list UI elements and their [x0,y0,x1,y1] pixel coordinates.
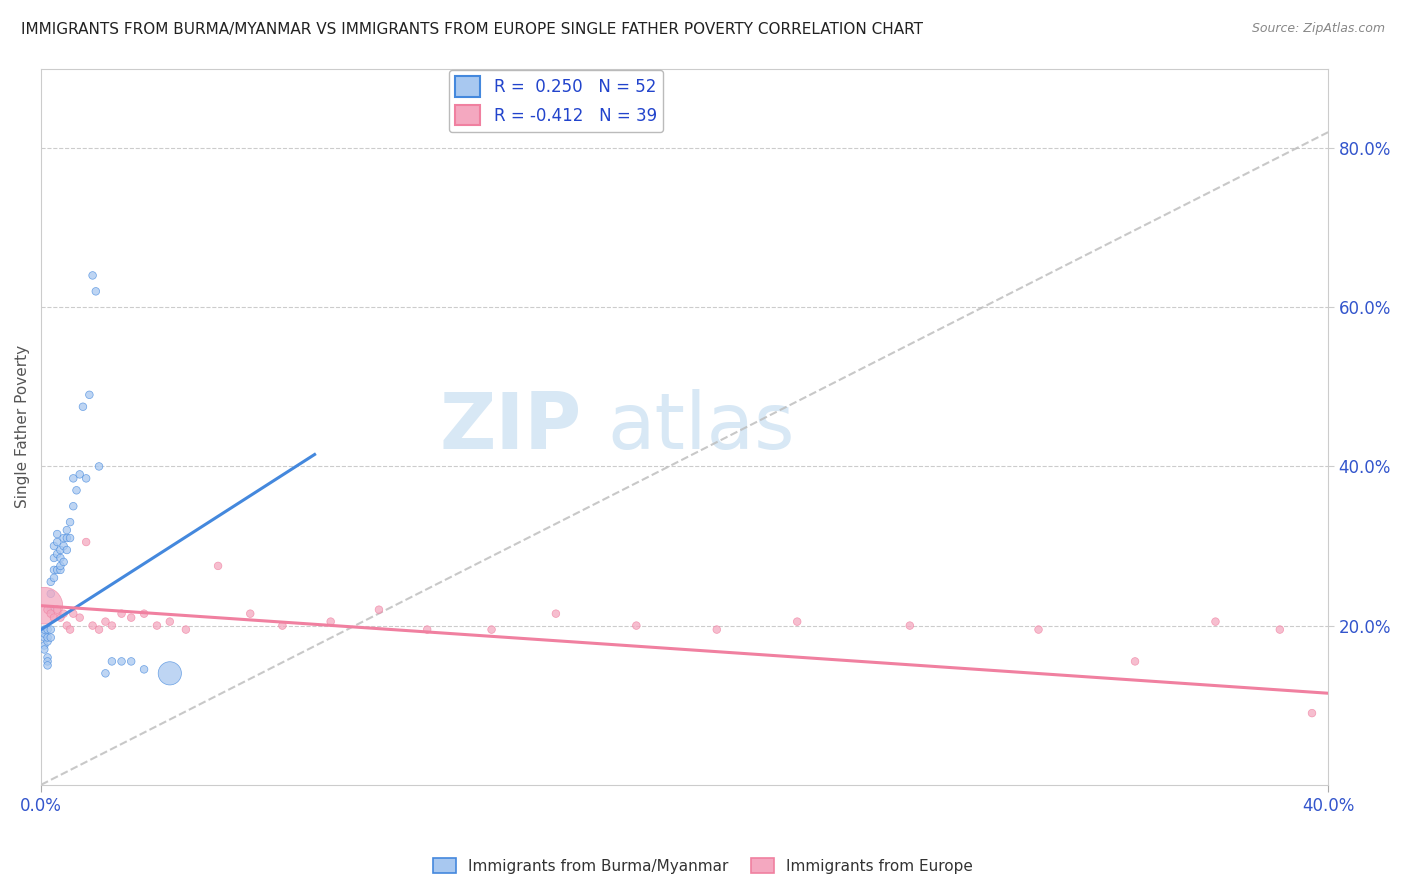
Text: ZIP: ZIP [440,389,582,465]
Point [34,631,56,645]
Point [37,650,59,665]
Point [368,602,391,616]
Point [59,515,82,529]
Point [1301,706,1323,720]
Point [49,558,72,573]
Point [69,610,91,624]
Point [87,623,110,637]
Point [110,607,132,621]
Point [42,563,65,577]
Point [39,623,62,637]
Point [62,500,84,514]
Point [49,610,72,624]
Point [898,618,921,632]
Point [42,551,65,566]
Point [75,535,97,549]
Point [34,626,56,640]
Point [271,618,294,632]
Point [94,615,117,629]
Point [120,610,142,624]
Point [146,618,169,632]
Point [239,607,262,621]
Point [706,623,728,637]
Point [56,531,79,545]
Point [84,285,107,299]
Point [1204,615,1226,629]
Legend: Immigrants from Burma/Myanmar, Immigrants from Europe: Immigrants from Burma/Myanmar, Immigrant… [426,852,980,880]
Point [416,623,439,637]
Point [39,631,62,645]
Text: Source: ZipAtlas.com: Source: ZipAtlas.com [1251,22,1385,36]
Point [62,607,84,621]
Point [101,654,124,668]
Point [52,555,75,569]
Point [39,607,62,621]
Point [39,574,62,589]
Point [46,535,69,549]
Text: atlas: atlas [607,389,794,465]
Point [34,642,56,657]
Point [46,602,69,616]
Point [34,623,56,637]
Point [786,615,808,629]
Point [101,618,124,632]
Point [319,615,342,629]
Point [42,571,65,585]
Point [56,523,79,537]
Point [62,471,84,485]
Point [37,654,59,668]
Point [49,543,72,558]
Point [42,610,65,624]
Point [37,634,59,648]
Point [49,563,72,577]
Point [1028,623,1050,637]
Point [207,558,229,573]
Point [481,623,503,637]
Point [94,666,117,681]
Point [59,531,82,545]
Point [544,607,567,621]
Point [1123,654,1146,668]
Point [46,527,69,541]
Point [65,483,87,498]
Point [52,607,75,621]
Point [42,539,65,553]
Y-axis label: Single Father Poverty: Single Father Poverty [15,345,30,508]
Point [82,268,104,283]
Point [37,631,59,645]
Point [34,599,56,613]
Point [132,662,155,676]
Point [52,539,75,553]
Point [87,459,110,474]
Point [79,388,101,402]
Point [82,618,104,632]
Point [59,623,82,637]
Point [626,618,648,632]
Point [110,654,132,668]
Point [69,467,91,482]
Point [34,639,56,653]
Point [1268,623,1291,637]
Point [174,623,197,637]
Point [56,618,79,632]
Point [39,602,62,616]
Legend: R =  0.250   N = 52, R = -0.412   N = 39: R = 0.250 N = 52, R = -0.412 N = 39 [449,70,664,132]
Point [46,547,69,561]
Point [37,623,59,637]
Point [39,587,62,601]
Point [37,602,59,616]
Point [132,607,155,621]
Point [46,563,69,577]
Point [52,531,75,545]
Point [159,666,181,681]
Point [159,615,181,629]
Point [72,400,94,414]
Point [37,658,59,673]
Point [56,543,79,558]
Point [120,654,142,668]
Point [49,551,72,566]
Point [75,471,97,485]
Text: IMMIGRANTS FROM BURMA/MYANMAR VS IMMIGRANTS FROM EUROPE SINGLE FATHER POVERTY CO: IMMIGRANTS FROM BURMA/MYANMAR VS IMMIGRA… [21,22,924,37]
